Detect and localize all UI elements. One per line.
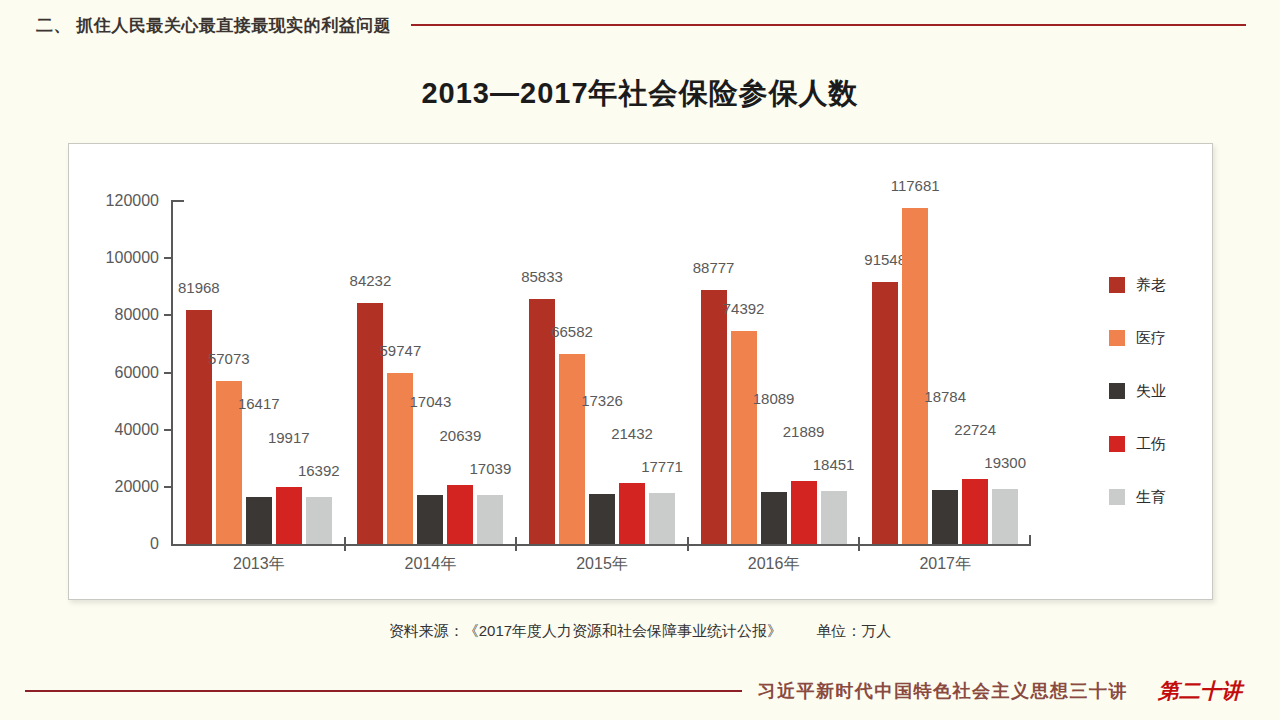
data-label-工伤-2014年: 20639 <box>415 427 505 444</box>
bar-工伤-2016年 <box>791 481 817 544</box>
data-label-失业-2013年: 16417 <box>214 395 304 412</box>
legend-label: 失业 <box>1136 382 1166 401</box>
bar-group-2016年: 88777743921808921889184512016年 <box>688 201 860 544</box>
footer-title: 习近平新时代中国特色社会主义思想三十讲 <box>758 679 1129 703</box>
x-axis-label-2015年: 2015年 <box>516 554 687 575</box>
source-note: 资料来源：《2017年度人力资源和社会保障事业统计公报》 单位：万人 <box>0 622 1280 641</box>
y-axis-tick-label: 100000 <box>79 248 159 268</box>
bar-group-2013年: 81968570731641719917163922013年 <box>173 201 345 544</box>
y-axis-tick <box>164 429 171 431</box>
data-label-养老-2014年: 84232 <box>325 272 415 289</box>
legend-item-养老: 养老 <box>1109 277 1166 293</box>
footer-rule <box>25 690 742 692</box>
bar-group-2015年: 85833665821732621432177712015年 <box>516 201 688 544</box>
bar-生育-2015年 <box>649 493 675 544</box>
legend-label: 医疗 <box>1136 329 1166 348</box>
bar-生育-2017年 <box>992 489 1018 544</box>
data-label-工伤-2017年: 22724 <box>930 421 1020 438</box>
y-axis-tick-label: 0 <box>79 534 159 554</box>
data-label-生育-2017年: 19300 <box>960 454 1050 471</box>
y-axis-tick <box>164 486 171 488</box>
data-label-工伤-2015年: 21432 <box>587 425 677 442</box>
unit-text: 单位：万人 <box>816 622 891 639</box>
bar-工伤-2014年 <box>447 485 473 544</box>
slide-header: 二、 抓住人民最关心最直接最现实的利益问题 <box>36 12 1246 38</box>
data-label-养老-2015年: 85833 <box>497 268 587 285</box>
data-label-工伤-2013年: 19917 <box>244 429 334 446</box>
legend-item-生育: 生育 <box>1109 489 1166 505</box>
data-label-医疗-2015年: 66582 <box>527 323 617 340</box>
legend-swatch-icon <box>1109 383 1125 399</box>
lecture-badge: 第二十讲 <box>1158 677 1242 705</box>
y-axis-tick-label: 40000 <box>79 420 159 440</box>
source-text: 资料来源：《2017年度人力资源和社会保障事业统计公报》 <box>389 622 782 639</box>
header-rule <box>411 24 1246 26</box>
bar-医疗-2015年 <box>559 354 585 544</box>
data-label-工伤-2016年: 21889 <box>759 423 849 440</box>
data-label-医疗-2016年: 74392 <box>699 300 789 317</box>
y-axis-tick <box>164 257 171 259</box>
bar-养老-2013年 <box>186 310 212 544</box>
y-axis-tick <box>164 314 171 316</box>
y-axis-tick-label: 80000 <box>79 305 159 325</box>
bar-养老-2016年 <box>701 290 727 544</box>
y-axis-tick-label: 120000 <box>79 191 159 211</box>
chart-title: 2013—2017年社会保险参保人数 <box>0 74 1280 114</box>
bar-医疗-2017年 <box>902 208 928 544</box>
data-label-医疗-2014年: 59747 <box>355 342 445 359</box>
bar-工伤-2017年 <box>962 479 988 544</box>
bar-养老-2017年 <box>872 282 898 544</box>
data-label-养老-2013年: 81968 <box>154 279 244 296</box>
legend-swatch-icon <box>1109 489 1125 505</box>
legend-item-医疗: 医疗 <box>1109 330 1166 346</box>
bar-工伤-2013年 <box>276 487 302 544</box>
section-title: 二、 抓住人民最关心最直接最现实的利益问题 <box>36 14 391 37</box>
legend-label: 工伤 <box>1136 435 1166 454</box>
data-label-养老-2016年: 88777 <box>669 259 759 276</box>
bar-失业-2013年 <box>246 497 272 544</box>
legend-swatch-icon <box>1109 436 1125 452</box>
bar-失业-2014年 <box>417 495 443 544</box>
x-axis-label-2013年: 2013年 <box>173 554 344 575</box>
legend-label: 养老 <box>1136 276 1166 295</box>
data-label-医疗-2017年: 117681 <box>870 177 960 194</box>
plot-area: 0200004000060000800001000001200008196857… <box>171 201 1031 546</box>
legend-swatch-icon <box>1109 330 1125 346</box>
data-label-失业-2015年: 17326 <box>557 392 647 409</box>
slide: 二、 抓住人民最关心最直接最现实的利益问题 2013—2017年社会保险参保人数… <box>0 0 1280 720</box>
y-axis-tick-label: 60000 <box>79 363 159 383</box>
legend-item-工伤: 工伤 <box>1109 436 1166 452</box>
bar-养老-2014年 <box>357 303 383 544</box>
x-axis-label-2017年: 2017年 <box>860 554 1031 575</box>
legend-swatch-icon <box>1109 277 1125 293</box>
bar-生育-2013年 <box>306 497 332 544</box>
bar-生育-2014年 <box>477 495 503 544</box>
data-label-失业-2014年: 17043 <box>385 393 475 410</box>
bar-工伤-2015年 <box>619 483 645 544</box>
bar-失业-2016年 <box>761 492 787 544</box>
bar-group-2017年: 915481176811878422724193002017年 <box>859 201 1031 544</box>
bar-失业-2015年 <box>589 494 615 544</box>
y-axis-tick-label: 20000 <box>79 477 159 497</box>
data-label-失业-2016年: 18089 <box>729 390 819 407</box>
bar-医疗-2016年 <box>731 331 757 544</box>
chart-legend: 养老医疗失业工伤生育 <box>1109 277 1166 542</box>
data-label-医疗-2013年: 57073 <box>184 350 274 367</box>
x-axis-label-2014年: 2014年 <box>345 554 516 575</box>
x-axis-label-2016年: 2016年 <box>688 554 859 575</box>
bar-失业-2017年 <box>932 490 958 544</box>
bar-group-2014年: 84232597471704320639170392014年 <box>345 201 517 544</box>
legend-label: 生育 <box>1136 488 1166 507</box>
slide-footer: 习近平新时代中国特色社会主义思想三十讲 第二十讲 <box>25 674 1242 708</box>
chart-panel: 0 20000 40000 60000 80000 100000 120000 81968 57… <box>68 143 1213 600</box>
legend-item-失业: 失业 <box>1109 383 1166 399</box>
bar-生育-2016年 <box>821 491 847 544</box>
y-axis-tick <box>164 372 171 374</box>
data-label-失业-2017年: 18784 <box>900 388 990 405</box>
